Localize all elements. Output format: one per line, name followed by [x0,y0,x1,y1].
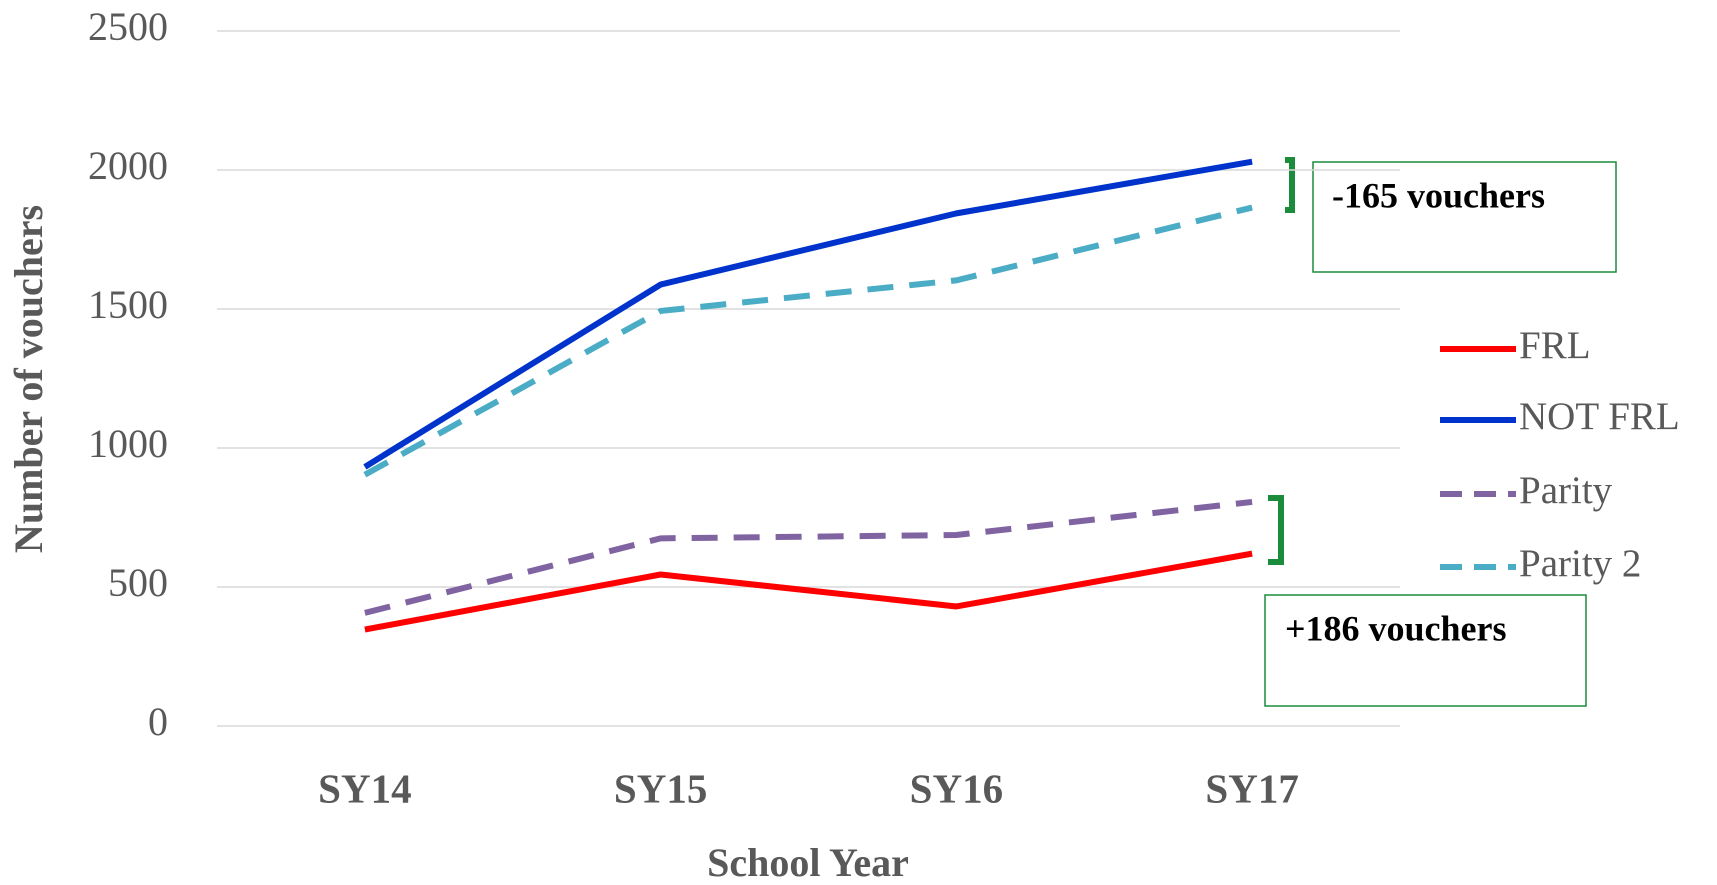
x-tick-label: SY16 [910,765,1003,811]
bracket [1285,157,1295,213]
bracket [1268,495,1284,565]
annotation-box [1264,594,1587,707]
legend-label: Parity [1519,469,1613,512]
legend-label: FRL [1519,324,1591,367]
annotation: +186 vouchers [1285,608,1507,648]
line-series [363,158,1253,470]
legend-label: NOT FRL [1519,395,1680,438]
y-tick-label: 2000 [88,143,168,188]
y-axis-title: Number of vouchers [6,205,51,553]
y-tick-label: 2500 [88,4,168,49]
x-axis-title: School Year [707,840,909,885]
y-tick-label: 1500 [88,282,168,327]
y-tick-label: 0 [148,699,168,744]
legend-label: Parity 2 [1519,542,1641,585]
line-series [364,550,1253,633]
annotation: -165 vouchers [1332,175,1545,215]
line-series [364,498,1253,616]
x-tick-label: SY15 [614,765,707,811]
y-tick-label: 500 [108,560,168,605]
x-tick-label: SY14 [318,765,411,811]
annotation-box [1312,161,1617,273]
y-tick-label: 1000 [88,421,168,466]
x-tick-label: SY17 [1205,765,1298,811]
line-series [363,204,1253,478]
